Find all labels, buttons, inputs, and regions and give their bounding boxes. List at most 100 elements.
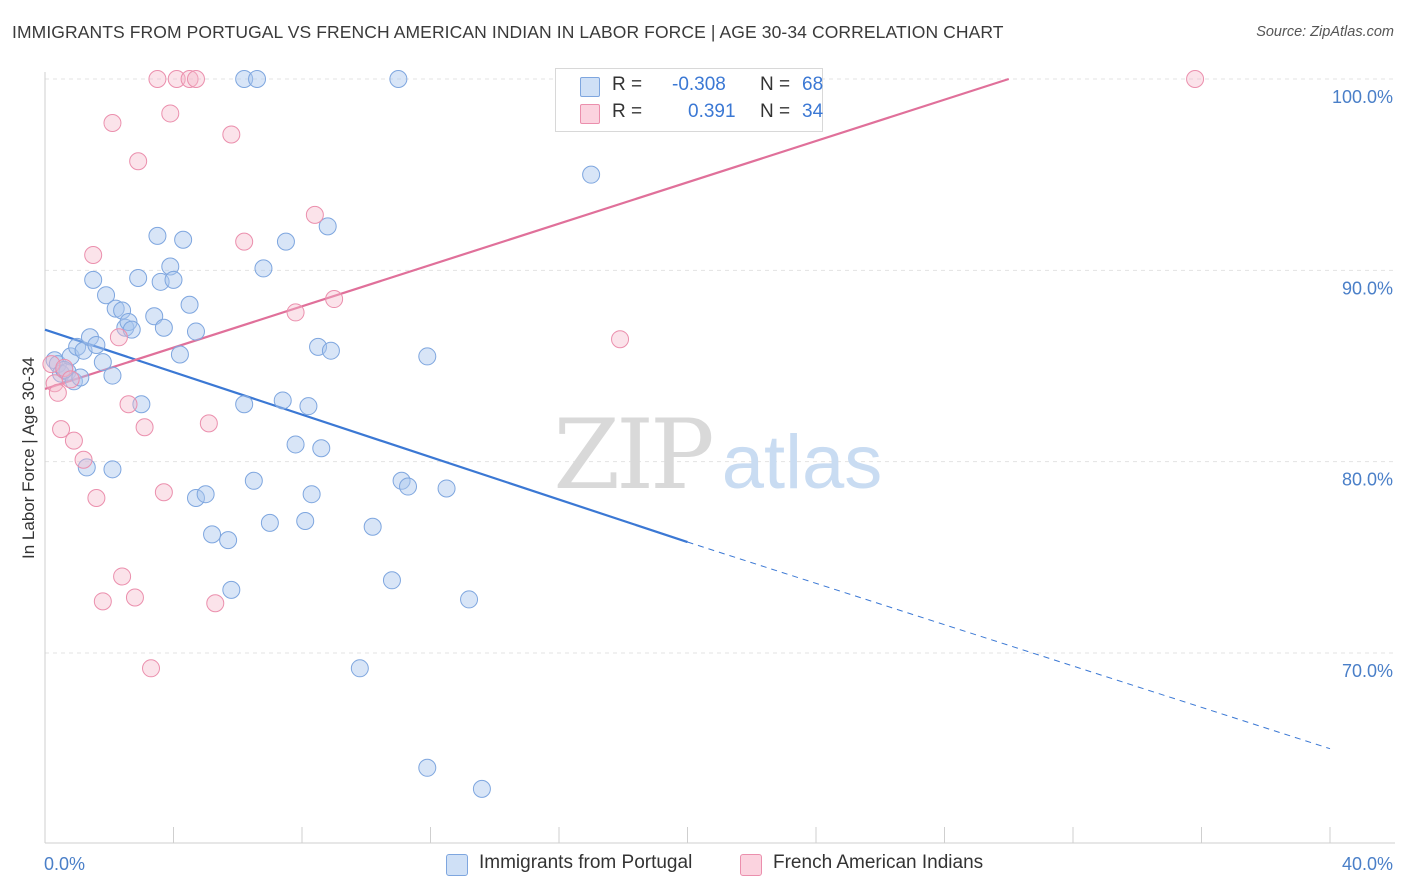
legend-r-label: R = (612, 101, 643, 122)
point-portugal (286, 435, 305, 454)
point-portugal (418, 758, 437, 777)
legend-n-label: N = (760, 74, 791, 95)
point-portugal (302, 485, 321, 504)
legend-n-value: 68 (802, 74, 824, 95)
point-portugal (472, 779, 491, 798)
x-tick-label: 40.0% (1342, 854, 1393, 874)
point-portugal (382, 571, 401, 590)
chart-title: IMMIGRANTS FROM PORTUGAL VS FRENCH AMERI… (12, 22, 1004, 42)
point-portugal (129, 268, 148, 287)
point-portugal (161, 257, 180, 276)
point-portugal (106, 299, 125, 318)
watermark: ZIP atlas (553, 399, 882, 511)
point-portugal (145, 307, 164, 326)
point-portugal (80, 328, 99, 347)
point-french-american (55, 358, 74, 377)
point-french-american (129, 152, 148, 171)
point-portugal (219, 531, 238, 550)
y-tick-label: 90.0% (1342, 278, 1393, 298)
point-french-american (167, 70, 186, 88)
point-portugal (299, 397, 318, 416)
point-french-american (93, 592, 112, 611)
point-french-american (154, 483, 173, 502)
point-portugal (148, 226, 167, 245)
source-label: Source: ZipAtlas.com (1256, 24, 1394, 40)
y-tick-label: 100.0% (1332, 87, 1393, 107)
grid-lines (45, 78, 1395, 654)
point-portugal (116, 318, 135, 337)
point-french-american (206, 594, 225, 613)
point-portugal (235, 395, 254, 414)
legend-swatch-portugal (580, 77, 600, 97)
point-portugal (113, 301, 132, 320)
point-portugal (254, 259, 273, 278)
point-french-american (52, 420, 71, 439)
point-french-american (48, 383, 67, 402)
point-portugal (244, 471, 263, 490)
point-french-american (186, 70, 205, 88)
x-tick-label: 0.0% (44, 854, 85, 874)
point-french-american (61, 370, 80, 389)
trend-lines (44, 77, 1331, 750)
point-portugal (248, 70, 267, 88)
legend-r-value: -0.308 (672, 74, 726, 95)
point-french-american (199, 414, 218, 433)
point-portugal (103, 366, 122, 385)
point-portugal (170, 345, 189, 364)
point-french-american (74, 450, 93, 469)
point-french-american (109, 328, 128, 347)
point-portugal (399, 477, 418, 496)
point-portugal (87, 335, 106, 354)
trend-line-portugal-extension (687, 541, 1331, 750)
point-french-american (180, 70, 199, 88)
point-french-american (135, 418, 154, 437)
legend-swatch-french-american (580, 104, 600, 124)
point-portugal (312, 439, 331, 458)
point-french-american (325, 290, 344, 309)
point-portugal (180, 295, 199, 314)
legend-n-value: 34 (802, 101, 824, 122)
bottom-legend-swatch-portugal (446, 854, 468, 876)
point-portugal (350, 659, 369, 678)
point-french-american (142, 659, 161, 678)
point-french-american (113, 567, 132, 586)
legend-n-label: N = (760, 101, 791, 122)
point-french-american (286, 303, 305, 322)
point-french-american (87, 489, 106, 508)
point-portugal (389, 70, 408, 88)
trend-line-french-american (44, 77, 1010, 391)
point-portugal (97, 286, 116, 305)
point-portugal (318, 217, 337, 236)
axes: 70.0% 80.0% 90.0% 100.0% 0.0% 40.0% (44, 72, 1395, 874)
data-points (42, 70, 1205, 798)
point-portugal (437, 479, 456, 498)
point-portugal (103, 460, 122, 479)
point-portugal (260, 513, 279, 532)
point-french-american (1186, 70, 1205, 88)
point-portugal (132, 395, 151, 414)
point-portugal (186, 489, 205, 508)
bottom-legend-label-portugal: Immigrants from Portugal (479, 852, 693, 873)
point-portugal (418, 347, 437, 366)
point-french-american (235, 232, 254, 251)
legend-r-label: R = (612, 74, 643, 95)
point-portugal (296, 511, 315, 530)
watermark-zip: ZIP (553, 399, 712, 511)
y-tick-label: 80.0% (1342, 470, 1393, 490)
point-portugal (196, 485, 215, 504)
watermark-atlas: atlas (722, 420, 883, 505)
point-french-american (222, 125, 241, 144)
point-portugal (460, 590, 479, 609)
legend-r-value: 0.391 (688, 101, 736, 122)
point-portugal (186, 322, 205, 341)
point-portugal (582, 165, 601, 184)
point-french-american (84, 246, 103, 265)
point-portugal (84, 270, 103, 289)
bottom-legend-label-french-american: French American Indians (773, 852, 984, 873)
point-french-american (119, 395, 138, 414)
y-tick-label: 70.0% (1342, 661, 1393, 681)
point-portugal (154, 318, 173, 337)
point-portugal (363, 517, 382, 536)
y-axis-label: In Labor Force | Age 30-34 (19, 357, 38, 559)
